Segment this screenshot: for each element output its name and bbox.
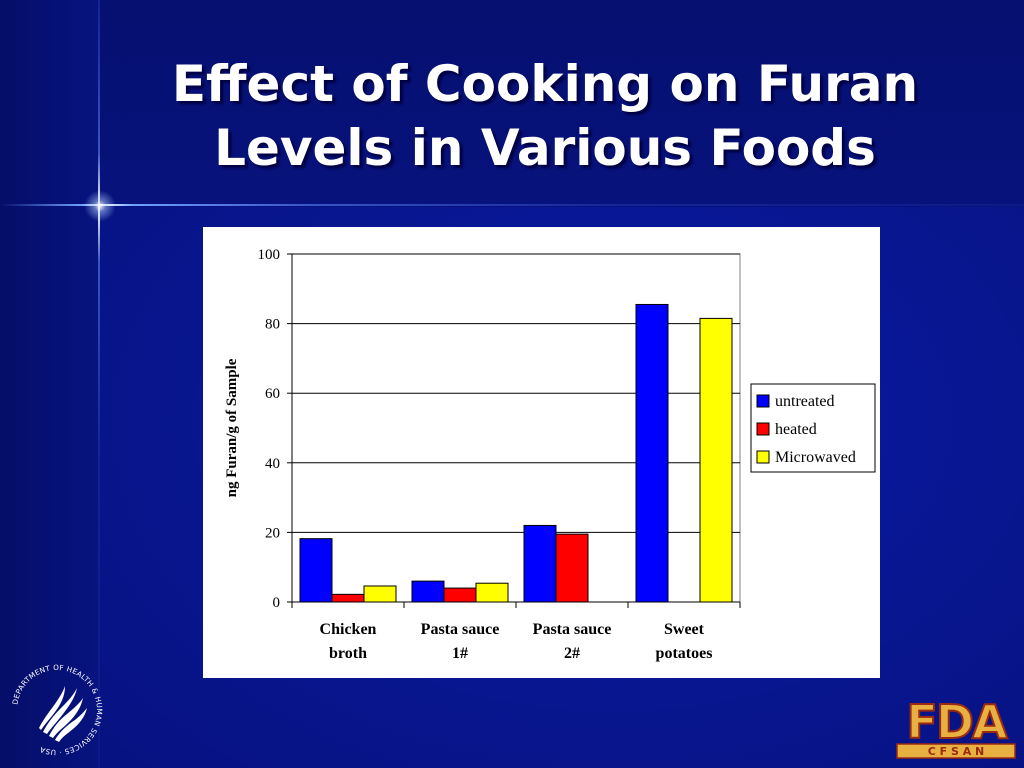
bar-untreated-1 [411, 580, 445, 603]
hhs-eagle-profiles [39, 686, 87, 742]
x-category-label-2-1: 2# [564, 645, 580, 662]
light-spark [84, 190, 116, 222]
y-tick-label-0: 0 [273, 595, 281, 611]
legend-swatch-untreated [756, 394, 770, 408]
legend-label-microwaved: Microwaved [775, 449, 856, 466]
x-category-label-0-0: Chicken [320, 621, 377, 638]
bar-heated-0 [331, 593, 365, 603]
y-tick-label-20: 20 [265, 525, 280, 541]
x-category-label-3-1: potatoes [656, 645, 713, 662]
bar-chart: 0 20 40 60 80 100 ng Furan/g of Sample Chicken b… [224, 247, 876, 662]
chart-panel: 0 20 40 60 80 100 ng Furan/g of Sample Chicken b… [203, 227, 880, 678]
x-category-label-1-1: 1# [452, 645, 468, 662]
fda-logo-text: FDA [906, 695, 1008, 749]
fda-cfsan-logo-icon: FDA C F S A N [896, 694, 1016, 759]
bar-heated-1 [443, 587, 477, 603]
bar-untreated-2 [523, 524, 557, 603]
bar-untreated-3 [635, 303, 669, 603]
cfsan-text: C F S A N [928, 745, 985, 758]
legend-label-untreated: untreated [775, 393, 835, 410]
cfsan-bar [896, 743, 1016, 759]
legend-swatch-heated [756, 422, 770, 436]
plot-area-frame [291, 253, 741, 603]
bar-heated-2 [555, 533, 589, 603]
svg-text:DEPARTMENT OF HEALTH & HUMAN S: DEPARTMENT OF HEALTH & HUMAN SERVICES · … [10, 663, 104, 757]
slide-title-line-2: Levels in Various Foods [214, 119, 876, 177]
y-tick-label-100: 100 [258, 247, 281, 263]
slide-title-line-1: Effect of Cooking on Furan [171, 55, 919, 113]
legend-box [750, 383, 876, 473]
x-category-label-2-0: Pasta sauce [533, 621, 612, 638]
legend-label-heated: heated [775, 421, 817, 438]
y-tick-label-40: 40 [265, 456, 280, 472]
hhs-seal-icon: DEPARTMENT OF HEALTH & HUMAN SERVICES · … [10, 663, 104, 757]
x-category-label-1-0: Pasta sauce [421, 621, 500, 638]
y-axis-label: ng Furan/g of Sample [224, 358, 240, 497]
bar-microwaved-0 [363, 585, 397, 603]
vertical-light-streak [98, 0, 100, 768]
bar-microwaved-3 [699, 317, 733, 603]
slide-title: Effect of Cooking on Furan Levels in Var… [120, 52, 970, 180]
title-band [0, 0, 1024, 207]
x-category-label-0-1: broth [329, 645, 367, 662]
left-band [0, 0, 100, 768]
y-tick-label-80: 80 [265, 317, 280, 333]
y-tick-label-60: 60 [265, 386, 280, 402]
bar-untreated-0 [299, 538, 333, 603]
x-category-label-3-0: Sweet [664, 621, 705, 638]
horizontal-light-streak [0, 204, 1024, 206]
legend-swatch-microwaved [756, 450, 770, 464]
bar-microwaved-1 [475, 582, 509, 603]
hhs-seal-text: DEPARTMENT OF HEALTH & HUMAN SERVICES · … [10, 663, 103, 757]
